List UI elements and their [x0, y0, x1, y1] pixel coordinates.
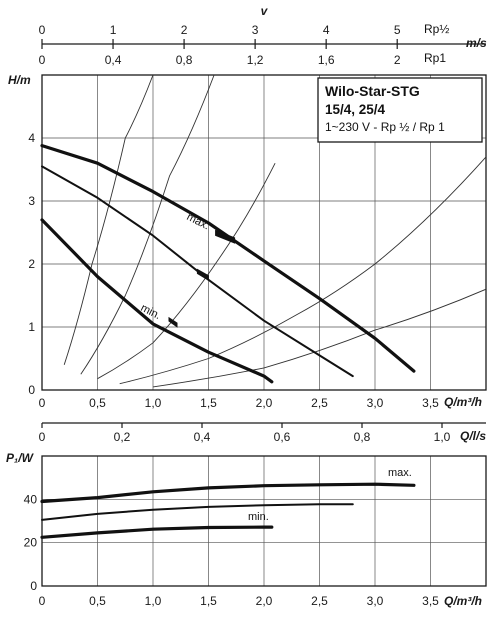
head-y-tick-label: 0 — [28, 383, 35, 397]
chart-subtitle-models: 15/4, 25/4 — [325, 102, 386, 117]
rp-one-label: Rp1 — [424, 51, 446, 65]
head-x-tick-label: 1,0 — [145, 396, 162, 410]
head-series-max — [40, 144, 416, 373]
head-ticks: 0 0,5 1,0 1,5 2,0 2,5 3,0 3,5 0 1 2 3 4 — [28, 131, 439, 410]
velocity-axis-label: v — [261, 4, 269, 18]
power-axis-label: P₁/W — [6, 451, 35, 465]
top-axis-0-tick-label: 2 — [181, 23, 188, 37]
legend-box — [317, 77, 483, 143]
head-series-min — [40, 218, 274, 384]
system-curve — [97, 162, 276, 380]
top-velocity-axes: 0 1 2 3 4 5 0 0,4 0,8 1,2 1,6 2 — [39, 23, 486, 67]
system-curve — [119, 156, 486, 385]
top-axis-1-tick-label: 1,2 — [247, 53, 264, 67]
head-y-tick-label: 1 — [28, 320, 35, 334]
power-x-tick-label: 0 — [39, 594, 46, 608]
flow-l-s-tick-label: 1,0 — [434, 430, 451, 444]
head-series — [40, 144, 416, 384]
chart-subtitle-voltage: 1~230 V - Rp ½ / Rp 1 — [325, 120, 445, 134]
head-y-tick-label: 4 — [28, 131, 35, 145]
power-x-tick-label: 1,0 — [145, 594, 162, 608]
flow-l-s-tick-label: 0,2 — [114, 430, 131, 444]
top-axis-1-tick-label: 0 — [39, 53, 46, 67]
system-curve — [152, 288, 486, 388]
top-axis-1-tick-label: 2 — [394, 53, 401, 67]
chart-title: Wilo-Star-STG — [325, 83, 420, 99]
head-plot-frame — [41, 74, 487, 391]
power-ticks: 0 0,5 1,0 1,5 2,0 2,5 3,0 3,5 0 20 40 — [24, 492, 440, 608]
setting-marker — [168, 316, 178, 328]
flow-l-s-axis: 0 0,2 0,4 0,6 0,8 1,0 — [39, 422, 486, 444]
top-axis-0-tick-label: 3 — [252, 23, 259, 37]
power-y-tick-label: 40 — [24, 492, 38, 506]
power-series-max — [40, 482, 416, 504]
power-x-tick-label: 2,5 — [311, 594, 328, 608]
power-x-tick-label: 0,5 — [89, 594, 106, 608]
power-x-tick-label: 3,0 — [367, 594, 384, 608]
power-x-tick-label: 2,0 — [256, 594, 273, 608]
system-curves — [63, 75, 486, 388]
head-axis-label: H/m — [8, 73, 31, 87]
power-max-label: max. — [388, 467, 412, 479]
system-curve — [63, 75, 154, 365]
head-x-tick-label: 2,0 — [256, 396, 273, 410]
head-x-tick-label: 2,5 — [311, 396, 328, 410]
power-series — [40, 482, 416, 539]
head-y-tick-label: 3 — [28, 194, 35, 208]
top-axis-0-tick-label: 0 — [39, 23, 46, 37]
head-x-tick-label: 0 — [39, 396, 46, 410]
flow-l-s-tick-label: 0,4 — [194, 430, 211, 444]
power-plot-frame — [41, 455, 487, 587]
head-y-tick-label: 2 — [28, 257, 35, 271]
power-x-tick-label: 1,5 — [200, 594, 217, 608]
top-axis-1-tick-label: 0,8 — [176, 53, 193, 67]
max-series-label: max. — [185, 211, 212, 233]
top-axis-0-tick-label: 1 — [110, 23, 117, 37]
setting-marker — [215, 229, 236, 244]
top-axis-1-tick-label: 1,6 — [318, 53, 335, 67]
setting-marker — [196, 268, 209, 281]
head-x-tick-label: 1,5 — [200, 396, 217, 410]
flow-l-s-tick-label: 0,6 — [274, 430, 291, 444]
power-series-min — [40, 525, 274, 539]
flow-l-s-axis-label: Q/l/s — [460, 429, 486, 443]
power-x-tick-label: 3,5 — [422, 594, 439, 608]
head-grid — [41, 74, 487, 391]
power-y-tick-label: 20 — [24, 536, 38, 550]
system-curve — [80, 75, 215, 375]
rp-half-label: Rp½ — [424, 22, 449, 36]
flow-axis-label-lower: Q/m³/h — [444, 594, 482, 608]
min-series-label: min. — [139, 302, 163, 322]
flow-l-s-tick-label: 0,8 — [354, 430, 371, 444]
velocity-unit-label: m/s — [466, 36, 487, 50]
power-y-tick-label: 0 — [30, 579, 37, 593]
top-axis-0-tick-label: 5 — [394, 23, 401, 37]
power-grid — [41, 455, 487, 587]
flow-axis-label-upper: Q/m³/h — [444, 395, 482, 409]
head-x-tick-label: 3,5 — [422, 396, 439, 410]
top-axis-1-tick-label: 0,4 — [105, 53, 122, 67]
flow-l-s-tick-label: 0 — [39, 430, 46, 444]
head-x-tick-label: 3,0 — [367, 396, 384, 410]
top-axis-0-tick-label: 4 — [323, 23, 330, 37]
head-x-tick-label: 0,5 — [89, 396, 106, 410]
power-min-label: min. — [248, 511, 269, 523]
power-series-mid — [41, 503, 354, 521]
